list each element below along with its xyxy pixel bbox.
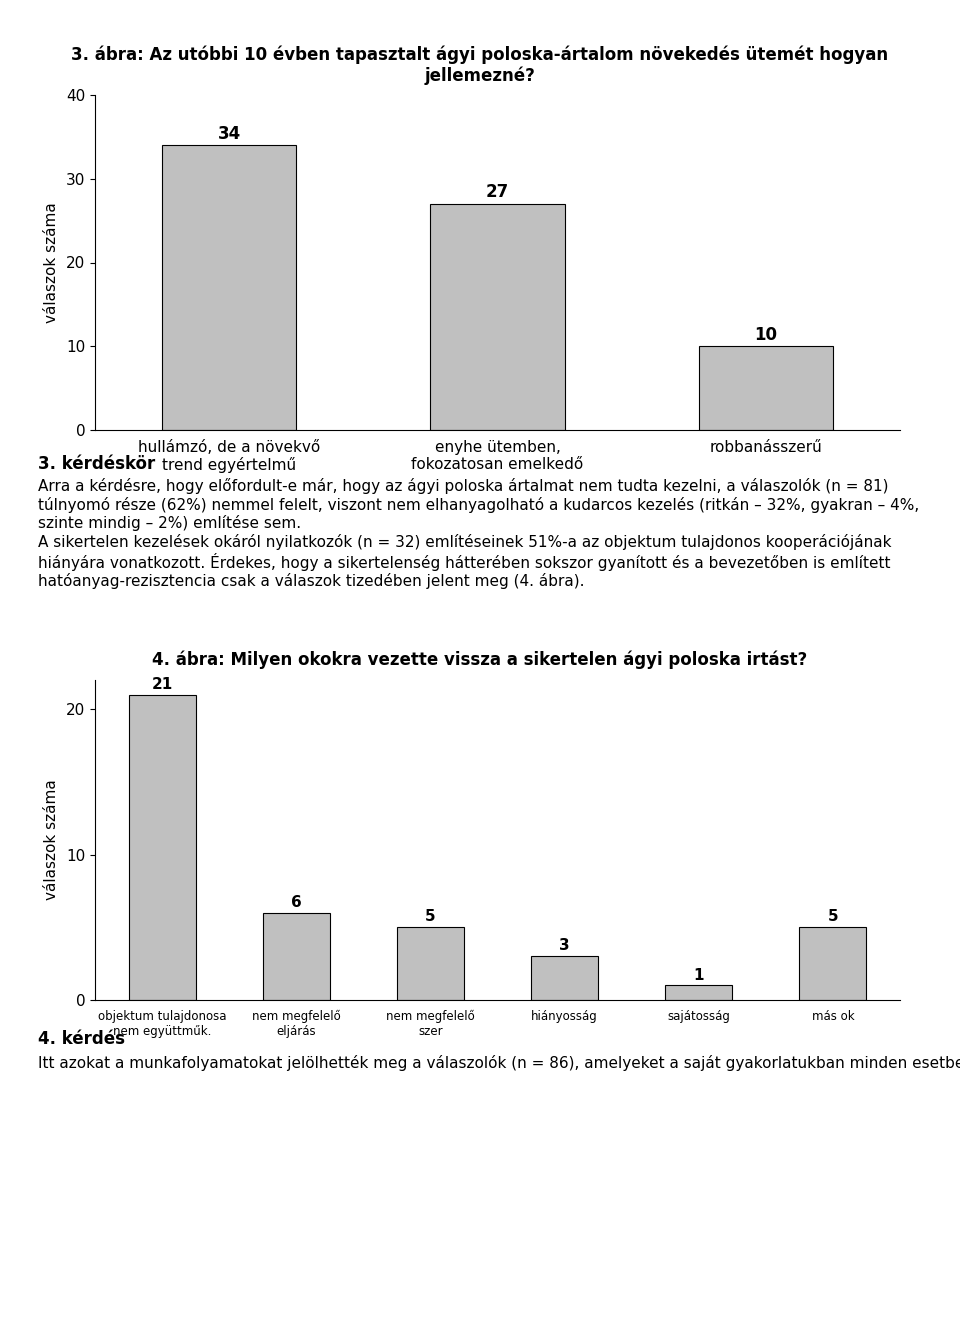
Bar bbox=[263, 912, 330, 1000]
Text: 4. ábra: Milyen okokra vezette vissza a sikertelen ágyi poloska irtást?: 4. ábra: Milyen okokra vezette vissza a … bbox=[153, 650, 807, 669]
Bar bbox=[430, 204, 564, 430]
Text: 27: 27 bbox=[486, 184, 509, 201]
Text: 34: 34 bbox=[218, 125, 241, 143]
Text: 3. kérdéskör: 3. kérdéskör bbox=[38, 456, 156, 473]
Text: Itt azokat a munkafolyamatokat jelölhették meg a válaszolók (n = 86), amelyeket : Itt azokat a munkafolyamatokat jelölhett… bbox=[38, 1055, 960, 1071]
Bar bbox=[129, 694, 196, 1000]
Bar bbox=[162, 145, 297, 430]
Text: Arra a kérdésre, hogy előfordult-e már, hogy az ágyi poloska ártalmat nem tudta : Arra a kérdésre, hogy előfordult-e már, … bbox=[38, 478, 920, 589]
Y-axis label: válaszok száma: válaszok száma bbox=[44, 202, 59, 322]
Text: 5: 5 bbox=[828, 910, 838, 924]
Y-axis label: válaszok száma: válaszok száma bbox=[44, 779, 60, 900]
Bar bbox=[665, 986, 732, 1000]
Text: 5: 5 bbox=[425, 910, 436, 924]
Bar bbox=[699, 346, 833, 430]
Bar bbox=[396, 927, 464, 1000]
Text: 21: 21 bbox=[152, 677, 173, 691]
Text: 3: 3 bbox=[560, 939, 570, 954]
Text: 3. ábra: Az utóbbi 10 évben tapasztalt ágyi poloska-ártalom növekedés ütemét hog: 3. ábra: Az utóbbi 10 évben tapasztalt á… bbox=[71, 45, 889, 85]
Text: 4. kérdés: 4. kérdés bbox=[38, 1030, 126, 1048]
Text: 6: 6 bbox=[291, 895, 301, 910]
Text: 10: 10 bbox=[755, 326, 778, 344]
Text: 1: 1 bbox=[693, 967, 704, 983]
Bar bbox=[800, 927, 867, 1000]
Bar bbox=[531, 956, 598, 1000]
